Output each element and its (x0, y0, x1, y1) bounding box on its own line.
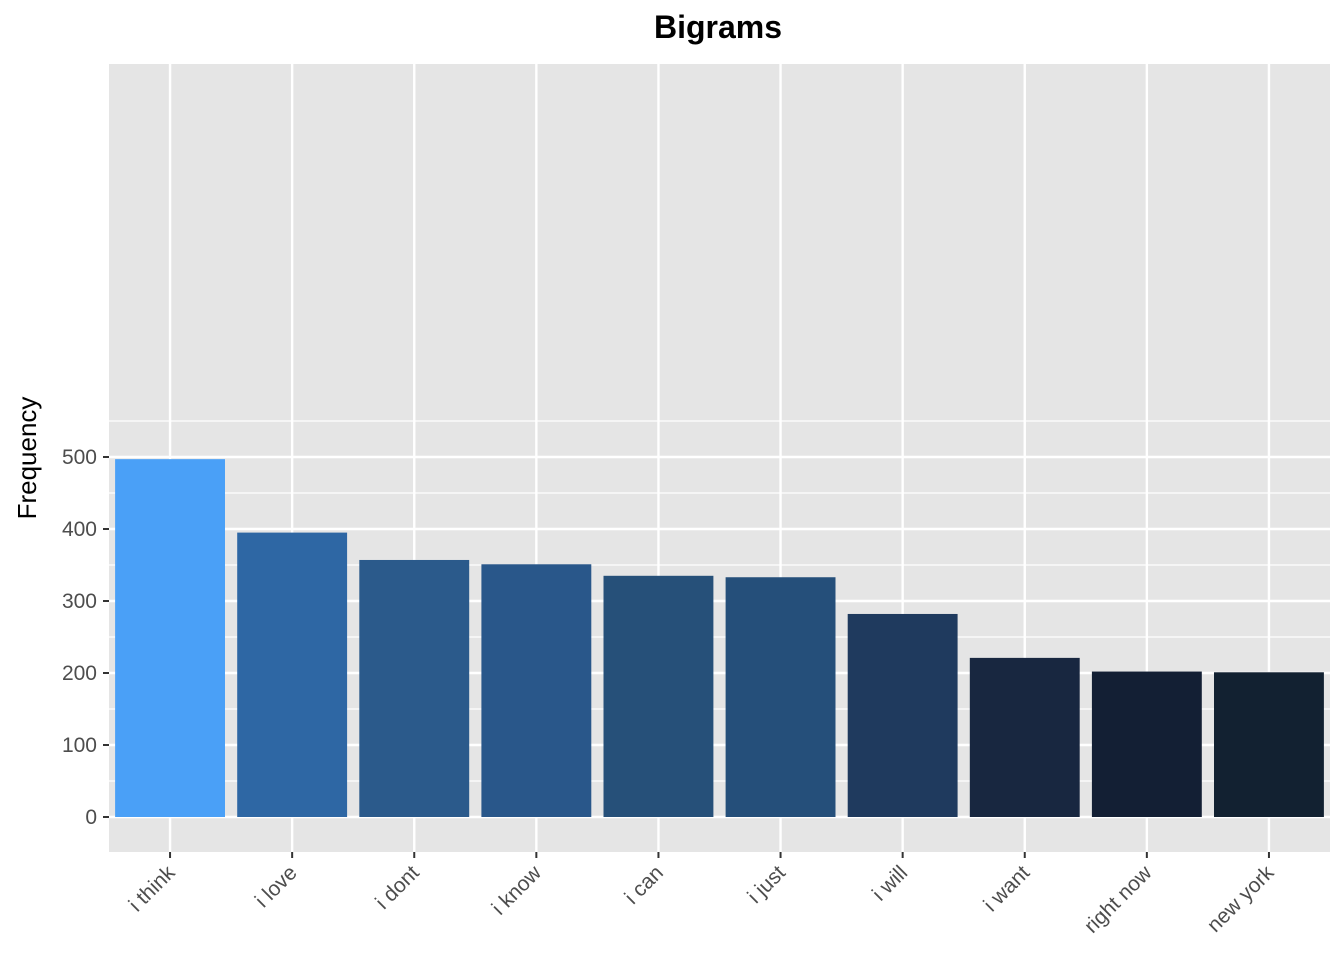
x-tick-label: i want (979, 861, 1034, 916)
bar-i-just (725, 577, 836, 817)
x-axis: i think i love i dont i know i can i just i wi… (125, 852, 1279, 938)
y-tick-label: 500 (62, 446, 97, 469)
x-tick-label: right now (1080, 861, 1157, 938)
y-axis-title: Frequency (12, 397, 42, 520)
x-tick-label: i can (620, 861, 668, 909)
y-tick-label: 400 (62, 518, 97, 541)
x-tick-label: i will (868, 861, 912, 905)
bar-i-want (969, 657, 1080, 817)
bar-i-know (481, 564, 592, 817)
x-tick-label: i dont (371, 861, 424, 914)
bar-i-dont (359, 559, 470, 817)
y-tick-label: 100 (62, 734, 97, 757)
x-tick-label: i know (488, 861, 547, 920)
bar-i-can (603, 575, 714, 817)
x-tick-label: i think (125, 861, 180, 916)
y-tick-label: 200 (62, 662, 97, 685)
chart-title: Bigrams (654, 9, 782, 45)
y-tick-label: 0 (85, 806, 97, 829)
y-axis: 0 100 200 300 400 500 (62, 446, 109, 829)
bar-new-york (1214, 672, 1324, 817)
bar-right-now (1091, 671, 1202, 817)
x-tick-label: new york (1203, 861, 1279, 937)
bars (115, 459, 1324, 817)
bar-i-think (115, 459, 225, 817)
y-tick-label: 300 (62, 590, 97, 613)
bar-i-love (237, 532, 348, 817)
x-tick-label: i love (251, 861, 302, 912)
x-tick-label: i just (743, 861, 790, 908)
bar-i-will (847, 613, 958, 817)
